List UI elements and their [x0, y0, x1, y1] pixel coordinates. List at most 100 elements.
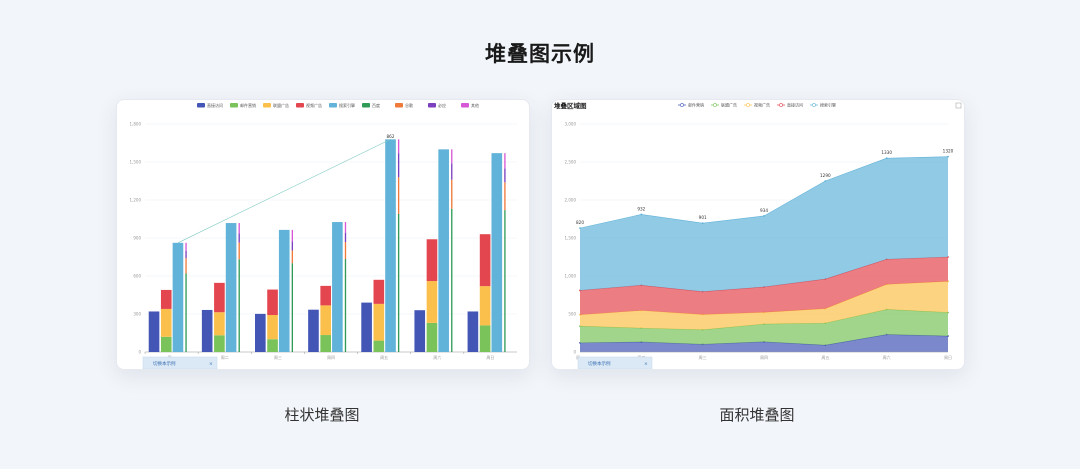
legend-swatch-dot[interactable] — [746, 103, 750, 107]
bar-segment[interactable] — [255, 313, 266, 352]
bar-segment[interactable] — [385, 139, 396, 352]
legend-label[interactable]: 谷歌 — [405, 102, 413, 108]
bar-segment[interactable] — [491, 153, 503, 352]
bar-segment[interactable] — [278, 229, 290, 352]
switch-example-tab[interactable]: 切换本示例 × — [142, 356, 218, 369]
area-fill[interactable] — [580, 334, 948, 352]
bar-segment[interactable] — [185, 258, 187, 274]
bar-segment[interactable] — [426, 281, 438, 323]
bar-segment[interactable] — [397, 139, 400, 154]
area-point[interactable] — [947, 155, 949, 158]
legend-label[interactable]: 邮件营销 — [688, 102, 704, 108]
bar-segment[interactable] — [214, 282, 225, 313]
bar-segment[interactable] — [214, 312, 225, 336]
bar-segment[interactable] — [504, 153, 506, 169]
bar-segment[interactable] — [238, 233, 240, 243]
bar-segment[interactable] — [320, 285, 331, 306]
area-point[interactable] — [763, 215, 765, 217]
area-fill[interactable] — [580, 309, 948, 346]
bar-segment[interactable] — [160, 336, 172, 352]
bar-segment[interactable] — [414, 310, 426, 352]
bar-segment[interactable] — [451, 163, 453, 180]
bar-segment[interactable] — [267, 315, 278, 340]
switch-tab-bg[interactable] — [142, 356, 218, 369]
bar-segment[interactable] — [504, 168, 506, 183]
area-fill[interactable] — [580, 281, 948, 330]
bar-segment[interactable] — [451, 208, 453, 352]
area-fill[interactable] — [580, 156, 948, 292]
bar-segment[interactable] — [238, 242, 240, 260]
legend-swatch[interactable] — [362, 103, 370, 108]
legend-label[interactable]: 直接访问 — [207, 102, 223, 108]
bar-segment[interactable] — [320, 305, 331, 336]
area-point[interactable] — [640, 213, 643, 216]
legend-label[interactable]: 其他 — [471, 102, 479, 108]
legend-label[interactable]: 百度 — [372, 102, 380, 108]
legend-label[interactable]: 联盟广告 — [273, 102, 289, 108]
bar-segment[interactable] — [148, 311, 160, 352]
bar-segment[interactable] — [373, 340, 385, 352]
bar-segment[interactable] — [238, 223, 240, 234]
bar-segment[interactable] — [344, 242, 347, 260]
bar-segment[interactable] — [185, 273, 187, 352]
bar-segment[interactable] — [479, 234, 491, 287]
switch-example-tab[interactable]: 切换本示例 × — [577, 356, 653, 369]
bar-segment[interactable] — [344, 232, 347, 243]
legend-label[interactable]: 邮件营销 — [240, 102, 256, 108]
bar-segment[interactable] — [467, 311, 479, 352]
bar-segment[interactable] — [397, 213, 400, 352]
bar-segment[interactable] — [267, 289, 278, 316]
bar-segment[interactable] — [344, 222, 347, 233]
bar-segment[interactable] — [451, 149, 453, 164]
bar-segment[interactable] — [504, 210, 506, 352]
bar-segment[interactable] — [225, 223, 237, 352]
bar-segment[interactable] — [185, 250, 187, 259]
area-point[interactable] — [579, 227, 581, 230]
bar-segment[interactable] — [479, 325, 491, 352]
area-point[interactable] — [885, 157, 888, 160]
bar-segment[interactable] — [426, 322, 438, 352]
bar-segment[interactable] — [291, 263, 294, 352]
legend-swatch[interactable] — [329, 103, 337, 108]
bar-segment[interactable] — [332, 222, 343, 352]
legend-swatch[interactable] — [395, 103, 403, 108]
bar-segment[interactable] — [438, 149, 449, 352]
bar-segment[interactable] — [291, 241, 294, 251]
legend-swatch[interactable] — [461, 103, 469, 108]
bar-segment[interactable] — [308, 309, 319, 352]
switch-tab-label[interactable]: 切换本示例 — [588, 360, 611, 367]
bar-segment[interactable] — [426, 239, 438, 282]
bar-segment[interactable] — [397, 153, 400, 178]
bar-segment[interactable] — [320, 335, 331, 352]
bar-segment[interactable] — [185, 242, 187, 251]
legend-swatch[interactable] — [428, 103, 436, 108]
bar-segment[interactable] — [201, 309, 213, 352]
switch-tab-label[interactable]: 切换本示例 — [153, 360, 176, 367]
legend-label[interactable]: 直接访问 — [787, 102, 803, 108]
legend-swatch-dot[interactable] — [779, 103, 783, 107]
restore-icon[interactable] — [955, 102, 962, 109]
legend-swatch[interactable] — [296, 103, 304, 108]
bar-segment[interactable] — [291, 229, 294, 242]
close-icon[interactable]: × — [209, 361, 213, 367]
bar-segment[interactable] — [172, 242, 184, 352]
switch-tab-bg[interactable] — [577, 356, 653, 369]
legend-swatch[interactable] — [230, 103, 238, 108]
legend-swatch[interactable] — [197, 103, 205, 108]
close-icon[interactable]: × — [644, 361, 648, 367]
legend-swatch-dot[interactable] — [812, 103, 816, 107]
legend-swatch-dot[interactable] — [680, 103, 684, 107]
bar-segment[interactable] — [451, 179, 453, 209]
bar-segment[interactable] — [504, 182, 506, 211]
bar-segment[interactable] — [344, 259, 347, 352]
bar-segment[interactable] — [479, 286, 491, 326]
bar-segment[interactable] — [267, 339, 278, 352]
legend-label[interactable]: 搜索引擎 — [339, 102, 355, 108]
legend-label[interactable]: 视频广告 — [754, 102, 770, 108]
bar-segment[interactable] — [214, 335, 225, 352]
legend-label[interactable]: 搜索引擎 — [820, 102, 836, 108]
legend-swatch-dot[interactable] — [713, 103, 717, 107]
bar-segment[interactable] — [238, 259, 240, 352]
bar-segment[interactable] — [160, 289, 172, 309]
legend-swatch[interactable] — [263, 103, 271, 108]
